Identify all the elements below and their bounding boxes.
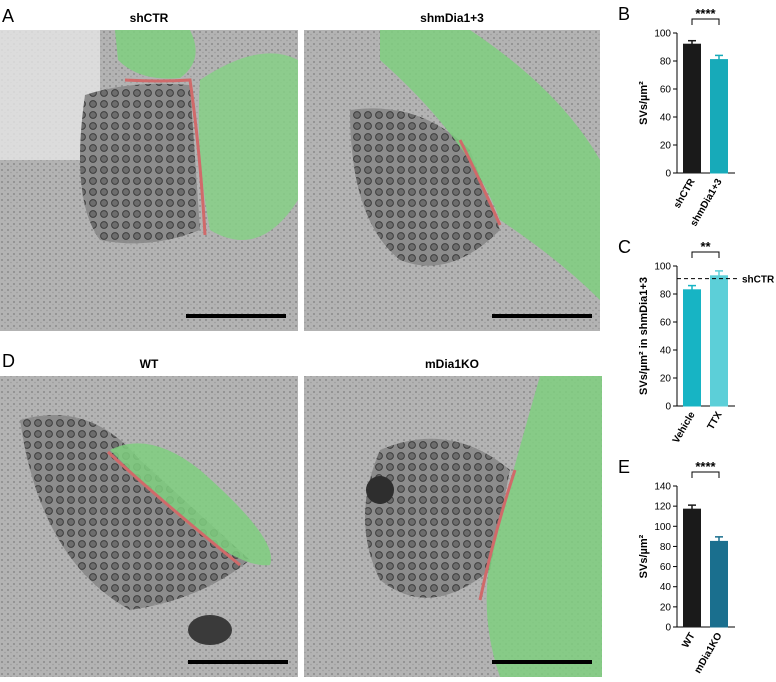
image-label: shmDia1+3: [420, 11, 484, 25]
x-tick-label: Vehicle: [671, 410, 698, 446]
y-tick-label: 40: [660, 582, 672, 593]
y-tick-label: 100: [654, 29, 671, 40]
significance-label: **: [700, 239, 711, 254]
em-image: [0, 30, 298, 331]
significance-bracket: [691, 471, 720, 478]
y-axis-label: SVs/µm²: [638, 81, 650, 125]
significance-bracket: [691, 251, 720, 258]
em-image: [304, 30, 600, 331]
y-tick-label: 20: [660, 602, 672, 613]
y-tick-label: 20: [660, 141, 672, 152]
bar: [710, 275, 728, 407]
bar: [683, 508, 701, 628]
y-tick-label: 120: [654, 502, 671, 513]
x-tick-label: shCTR: [672, 176, 698, 210]
em-image: [0, 376, 298, 677]
em-image: [304, 376, 602, 677]
y-tick-label: 60: [660, 562, 672, 573]
bar: [710, 59, 728, 174]
y-tick-label: 80: [660, 57, 672, 68]
image-label: WT: [140, 357, 159, 371]
image-label: mDia1KO: [425, 357, 479, 371]
y-tick-label: 40: [660, 113, 672, 124]
y-tick-label: 20: [660, 374, 672, 385]
x-tick-label: TTX: [706, 410, 725, 432]
x-tick-label: mDia1KO: [693, 631, 725, 676]
y-axis-label: SVs/µm²: [638, 534, 650, 578]
y-tick-label: 0: [665, 402, 671, 413]
significance-label: ****: [695, 6, 716, 21]
panel-letter: E: [618, 457, 630, 477]
panel-letter: B: [618, 4, 630, 24]
image-label: shCTR: [130, 11, 169, 25]
y-tick-label: 100: [654, 522, 671, 533]
panel-letter: C: [618, 237, 631, 257]
y-tick-label: 100: [654, 262, 671, 273]
panel-letter: D: [2, 351, 15, 371]
reference-label: shCTR: [742, 275, 775, 286]
y-tick-label: 80: [660, 542, 672, 553]
significance-bracket: [691, 18, 720, 25]
y-tick-label: 0: [665, 169, 671, 180]
y-tick-label: 40: [660, 346, 672, 357]
y-tick-label: 0: [665, 623, 671, 634]
y-tick-label: 80: [660, 290, 672, 301]
y-tick-label: 60: [660, 318, 672, 329]
y-tick-label: 60: [660, 85, 672, 96]
x-tick-label: WT: [680, 631, 697, 650]
bar: [710, 540, 728, 628]
bar: [683, 289, 701, 407]
significance-label: ****: [695, 459, 716, 474]
y-axis-label: SVs/µm² in shmDia1+3: [638, 277, 650, 395]
bar: [683, 43, 701, 174]
panel-letter: A: [2, 6, 14, 26]
y-tick-label: 140: [654, 482, 671, 493]
